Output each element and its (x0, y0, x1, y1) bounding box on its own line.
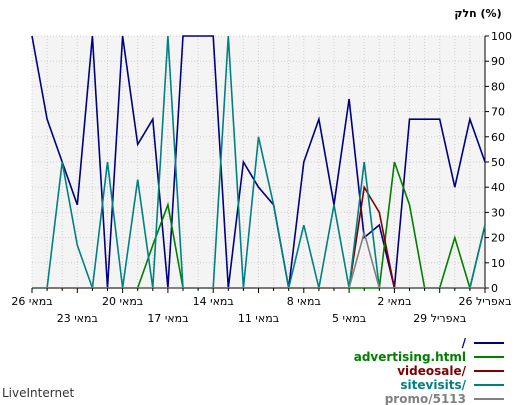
x-tick-label-upper: 26 במאי (11, 295, 52, 308)
y-ticks: 0 10 20 30 40 50 60 70 80 90 100 (485, 30, 512, 295)
legend-label: videosale/ (397, 364, 466, 378)
y-axis-label: חלק (%) (454, 7, 501, 20)
x-tick-label-upper: 20 במאי (102, 295, 143, 308)
y-tick-label: 50 (491, 156, 505, 169)
brand-label: LiveInternet (2, 386, 75, 400)
y-tick-label: 40 (491, 181, 505, 194)
x-tick-label-upper: 26 באפריל (458, 295, 511, 308)
x-tick-label-upper: 2 במאי (377, 295, 411, 308)
x-tick-label-lower: 29 באפריל (413, 312, 466, 325)
x-tick-label-upper: 8 במאי (287, 295, 321, 308)
x-tick-label-lower: 17 במאי (147, 312, 188, 325)
legend-label: promo/5113 (385, 392, 466, 405)
legend-label: / (462, 336, 467, 350)
y-tick-label: 90 (491, 55, 505, 68)
y-tick-label: 0 (491, 282, 498, 295)
legend-label: sitevisits/ (400, 378, 466, 392)
y-tick-label: 10 (491, 257, 505, 270)
x-tick-label-lower: 23 במאי (57, 312, 98, 325)
y-tick-label: 80 (491, 80, 505, 93)
y-tick-label: 20 (491, 232, 505, 245)
x-tick-label-upper: 14 במאי (193, 295, 234, 308)
x-tick-label-lower: 11 במאי (238, 312, 279, 325)
y-tick-label: 60 (491, 131, 505, 144)
legend-label: advertising.html (354, 350, 466, 364)
y-tick-label: 100 (491, 30, 512, 43)
x-tick-label-lower: 5 במאי (332, 312, 366, 325)
legend: /advertising.htmlvideosale/sitevisits/pr… (354, 336, 504, 405)
y-tick-label: 70 (491, 106, 505, 119)
x-ticks: 26 במאי 20 במאי 14 במאי 8 במאי 2 במאי 26 באפר… (11, 288, 512, 325)
y-tick-label: 30 (491, 206, 505, 219)
